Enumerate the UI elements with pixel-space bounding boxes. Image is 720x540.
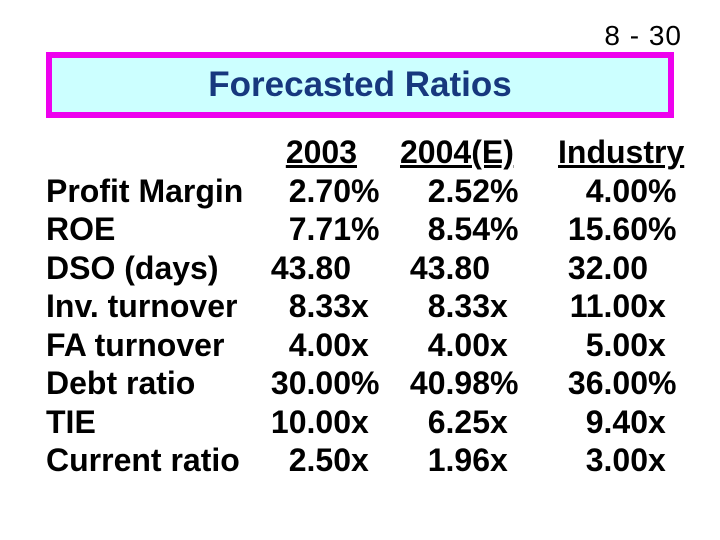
value-suffix <box>648 249 678 288</box>
value-number: 30.00 <box>270 365 351 401</box>
value-number: 32.00 <box>567 249 648 286</box>
table-cell: 2.52% <box>400 172 520 211</box>
slide-title: Forecasted Ratios <box>208 65 512 104</box>
value-suffix: % <box>648 211 677 247</box>
row-label: FA turnover <box>46 326 225 363</box>
value-suffix: x <box>351 326 369 363</box>
table-cell: 11.00 x <box>558 287 678 326</box>
value-suffix: % <box>351 365 380 401</box>
value-number: 3.00 <box>585 442 648 478</box>
value-suffix: % <box>490 172 519 209</box>
table-cell: 4.00 x <box>400 326 520 365</box>
value-suffix: % <box>490 211 519 247</box>
value-number: 4.00 <box>585 172 648 209</box>
table-cell: 15.60% <box>558 210 678 249</box>
value-suffix: % <box>351 172 380 209</box>
table-cell: 5.00 x <box>558 326 678 365</box>
table-cell: 8.54% <box>400 210 520 249</box>
value-number: 15.60 <box>567 211 648 247</box>
value-number: 2.52 <box>427 172 490 209</box>
table-cell: 7.71% <box>261 210 381 249</box>
row-label: Debt ratio <box>46 365 196 401</box>
value-number: 8.33 <box>288 288 351 324</box>
table-cell: 1.96 x <box>400 441 520 480</box>
table-cell: 4.00 x <box>261 326 381 365</box>
row-label: Current ratio <box>46 442 240 478</box>
table-cell: 2.50 x <box>261 441 381 480</box>
row-label: ROE <box>46 211 116 247</box>
value-suffix: x <box>490 442 508 478</box>
value-suffix: x <box>351 442 369 478</box>
table-cell: 43.80 <box>261 249 381 288</box>
value-suffix: % <box>648 172 677 209</box>
value-suffix: x <box>648 403 666 440</box>
value-suffix: % <box>351 211 380 247</box>
table-row-dso: DSO (days) 43.80 43.80 32.00 <box>46 249 678 288</box>
table-cell: 4.00% <box>558 172 678 211</box>
row-label: Profit Margin <box>46 172 244 209</box>
value-number: 1.96 <box>427 442 490 478</box>
value-suffix <box>351 249 381 288</box>
value-number: 7.71 <box>288 211 351 247</box>
table-row-current-ratio: Current ratio 2.50 x 1.96 x 3.00 x <box>46 441 678 480</box>
table-header-row: 2003 2004(E) Industry <box>46 133 685 172</box>
slide-page-number: 8 - 30 <box>604 20 682 51</box>
value-number: 11.00 <box>569 288 648 324</box>
value-number: 6.25 <box>427 403 490 440</box>
table-row-inv-turnover: Inv. turnover 8.33 x 8.33 x 11.00 x <box>46 287 678 326</box>
table-cell: 9.40 x <box>558 403 678 442</box>
title-box: Forecasted Ratios <box>46 52 674 118</box>
column-header-2003: 2003 <box>285 134 357 170</box>
value-suffix: x <box>648 326 666 363</box>
table-row-fa-turnover: FA turnover 4.00 x 4.00 x 5.00 x <box>46 326 678 365</box>
value-suffix: x <box>490 403 508 440</box>
value-suffix: % <box>648 365 677 401</box>
column-header-industry: Industry <box>558 134 685 170</box>
value-number: 43.80 <box>270 249 351 286</box>
table-cell: 3.00 x <box>558 441 678 480</box>
value-suffix <box>490 249 520 288</box>
value-number: 36.00 <box>567 365 648 401</box>
value-number: 2.50 <box>288 442 351 478</box>
table-cell: 36.00% <box>558 364 678 403</box>
table-cell: 8.33 x <box>400 287 520 326</box>
value-number: 43.80 <box>409 249 490 286</box>
table-row-profit-margin: Profit Margin 2.70% 2.52% 4.00% <box>46 172 678 211</box>
value-suffix: % <box>490 365 519 401</box>
ratios-table: 2003 2004(E) Industry Profit Margin 2.70… <box>46 133 685 480</box>
table-row-roe: ROE 7.71% 8.54% 15.60% <box>46 210 678 249</box>
table-cell: 8.33 x <box>261 287 381 326</box>
table-cell: 40.98% <box>400 364 520 403</box>
table-cell: 43.80 <box>400 249 520 288</box>
table-row-debt-ratio: Debt ratio 30.00% 40.98% 36.00% <box>46 364 678 403</box>
value-number: 9.40 <box>585 403 648 440</box>
value-suffix: x <box>490 326 508 363</box>
value-number: 8.54 <box>427 211 490 247</box>
value-suffix: x <box>648 442 666 478</box>
table-cell: 30.00% <box>261 364 381 403</box>
table-cell: 32.00 <box>558 249 678 288</box>
value-suffix: x <box>648 288 666 324</box>
value-number: 40.98 <box>409 365 490 401</box>
row-label: Inv. turnover <box>46 288 238 324</box>
table-cell: 6.25 x <box>400 403 520 442</box>
value-suffix: x <box>351 288 369 324</box>
value-number: 4.00 <box>288 326 351 363</box>
table-row-tie: TIE 10.00 x 6.25 x 9.40 x <box>46 403 678 442</box>
row-label: DSO (days) <box>46 249 219 286</box>
value-number: 2.70 <box>288 172 351 209</box>
table-cell: 2.70% <box>261 172 381 211</box>
value-suffix: x <box>351 403 369 440</box>
value-number: 10.00 <box>270 403 351 440</box>
row-label: TIE <box>46 403 96 440</box>
column-header-2004e: 2004(E) <box>400 134 514 170</box>
value-suffix: x <box>490 288 508 324</box>
value-number: 4.00 <box>427 326 490 363</box>
value-number: 5.00 <box>585 326 648 363</box>
table-cell: 10.00 x <box>261 403 381 442</box>
value-number: 8.33 <box>427 288 490 324</box>
